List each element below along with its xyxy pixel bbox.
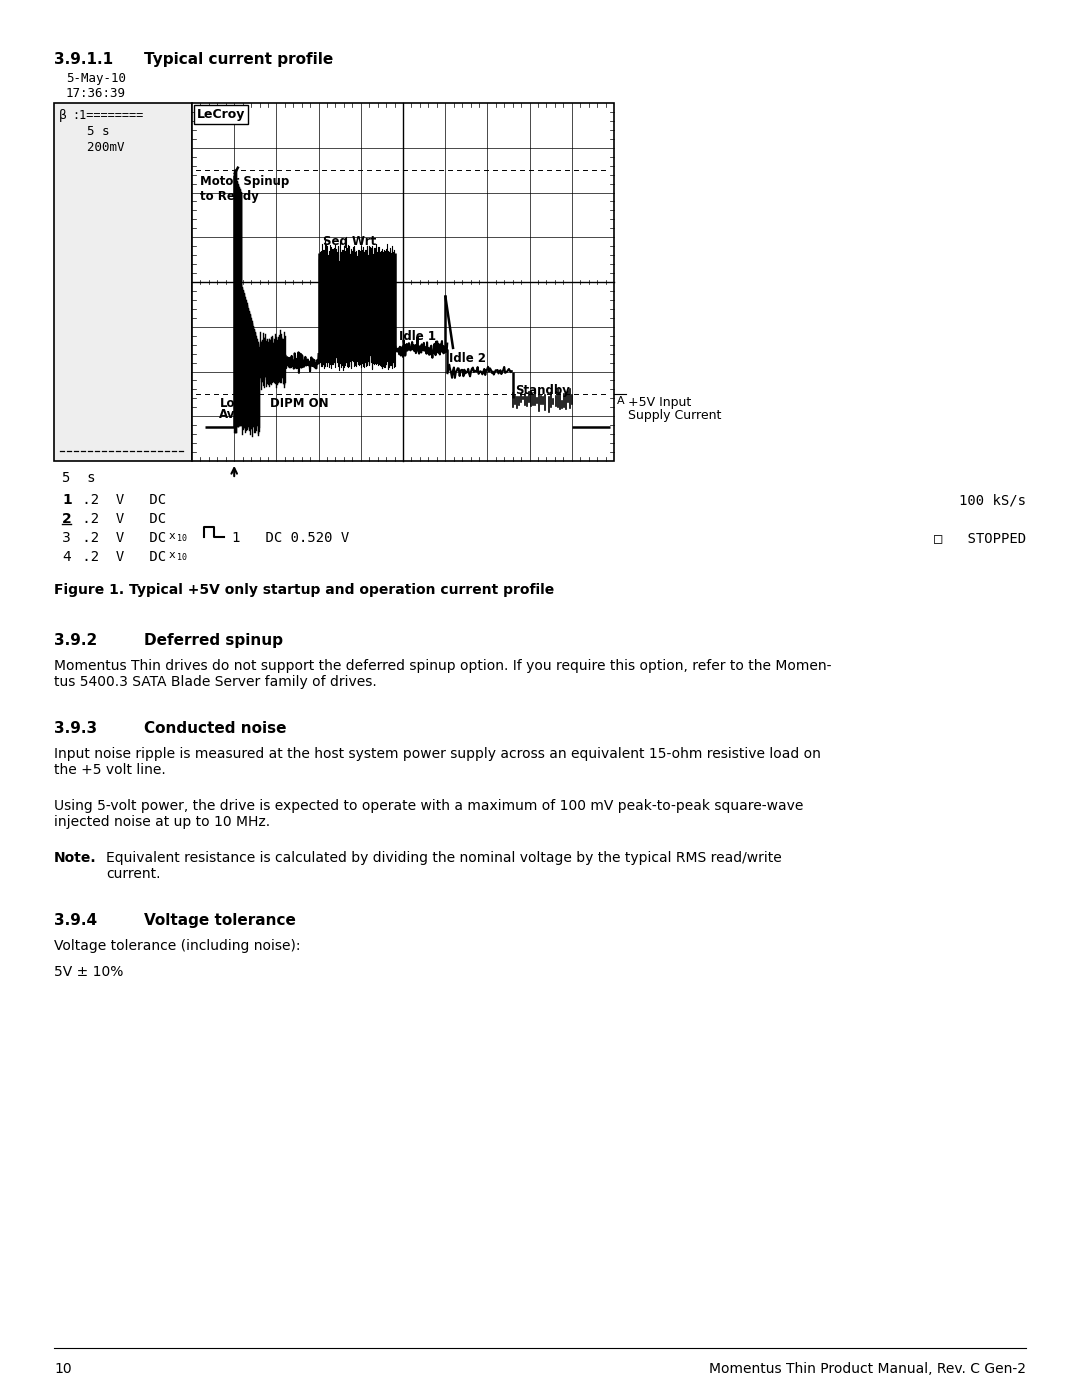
Text: Idle 1: Idle 1: [399, 330, 436, 344]
Text: Standby: Standby: [515, 384, 570, 397]
Text: 17:36:39: 17:36:39: [66, 87, 126, 101]
Text: 3.9.1.1: 3.9.1.1: [54, 52, 113, 67]
Text: Voltage tolerance (including noise):: Voltage tolerance (including noise):: [54, 939, 300, 953]
Text: Deferred spinup: Deferred spinup: [144, 633, 283, 648]
Text: Motor Spinup
to Ready: Motor Spinup to Ready: [200, 175, 289, 203]
Text: 4: 4: [62, 550, 71, 564]
Text: .2  V   DC: .2 V DC: [75, 550, 166, 564]
Text: □   STOPPED: □ STOPPED: [934, 531, 1026, 545]
Text: β: β: [59, 109, 67, 122]
Text: x: x: [168, 550, 176, 560]
Text: 3: 3: [62, 531, 71, 545]
Text: Voltage tolerance: Voltage tolerance: [144, 914, 296, 928]
Text: +5V Input: +5V Input: [627, 395, 691, 409]
Text: Figure 1. Typical +5V only startup and operation current profile: Figure 1. Typical +5V only startup and o…: [54, 583, 554, 597]
Text: Avg: Avg: [219, 408, 244, 420]
Text: .2  V   DC: .2 V DC: [75, 493, 166, 507]
Text: DIPM ON: DIPM ON: [270, 397, 328, 409]
Text: A: A: [617, 395, 624, 407]
Text: 3.9.3: 3.9.3: [54, 721, 97, 736]
Text: .2  V   DC: .2 V DC: [75, 531, 166, 545]
Text: Supply Current: Supply Current: [627, 409, 721, 422]
Text: x: x: [168, 531, 176, 541]
Text: .2  V   DC: .2 V DC: [75, 511, 166, 527]
Text: Equivalent resistance is calculated by dividing the nominal voltage by the typic: Equivalent resistance is calculated by d…: [106, 851, 782, 882]
Text: Using 5-volt power, the drive is expected to operate with a maximum of 100 mV pe: Using 5-volt power, the drive is expecte…: [54, 799, 804, 830]
Text: 200mV: 200mV: [72, 141, 124, 154]
Text: Momentus Thin drives do not support the deferred spinup option. If you require t: Momentus Thin drives do not support the …: [54, 659, 832, 689]
Bar: [54, 103, 192, 461]
Text: 10: 10: [54, 1362, 71, 1376]
Text: 5 s: 5 s: [72, 124, 109, 138]
Text: Load: Load: [219, 397, 252, 409]
Text: Seq Wrt: Seq Wrt: [323, 235, 376, 247]
Text: 1: 1: [62, 493, 71, 507]
Text: Idle 2: Idle 2: [449, 352, 486, 366]
Text: 2: 2: [62, 511, 71, 527]
Text: Conducted noise: Conducted noise: [144, 721, 286, 736]
Text: Typical current profile: Typical current profile: [144, 52, 334, 67]
Text: 10: 10: [177, 553, 187, 562]
Text: 1   DC 0.520 V: 1 DC 0.520 V: [232, 531, 349, 545]
Text: LeCroy: LeCroy: [197, 108, 245, 122]
Text: 5  s: 5 s: [62, 471, 95, 485]
Text: 3.9.4: 3.9.4: [54, 914, 97, 928]
Text: 100 kS/s: 100 kS/s: [959, 493, 1026, 507]
Bar: [192, 103, 615, 461]
Text: 5-May-10: 5-May-10: [66, 73, 126, 85]
Text: :1========: :1========: [72, 109, 144, 122]
Text: Input noise ripple is measured at the host system power supply across an equival: Input noise ripple is measured at the ho…: [54, 747, 821, 777]
Text: 3.9.2: 3.9.2: [54, 633, 97, 648]
Text: Momentus Thin Product Manual, Rev. C Gen-2: Momentus Thin Product Manual, Rev. C Gen…: [708, 1362, 1026, 1376]
Text: Note.: Note.: [54, 851, 96, 865]
Text: 10: 10: [177, 534, 187, 543]
Text: 5V ± 10%: 5V ± 10%: [54, 965, 123, 979]
